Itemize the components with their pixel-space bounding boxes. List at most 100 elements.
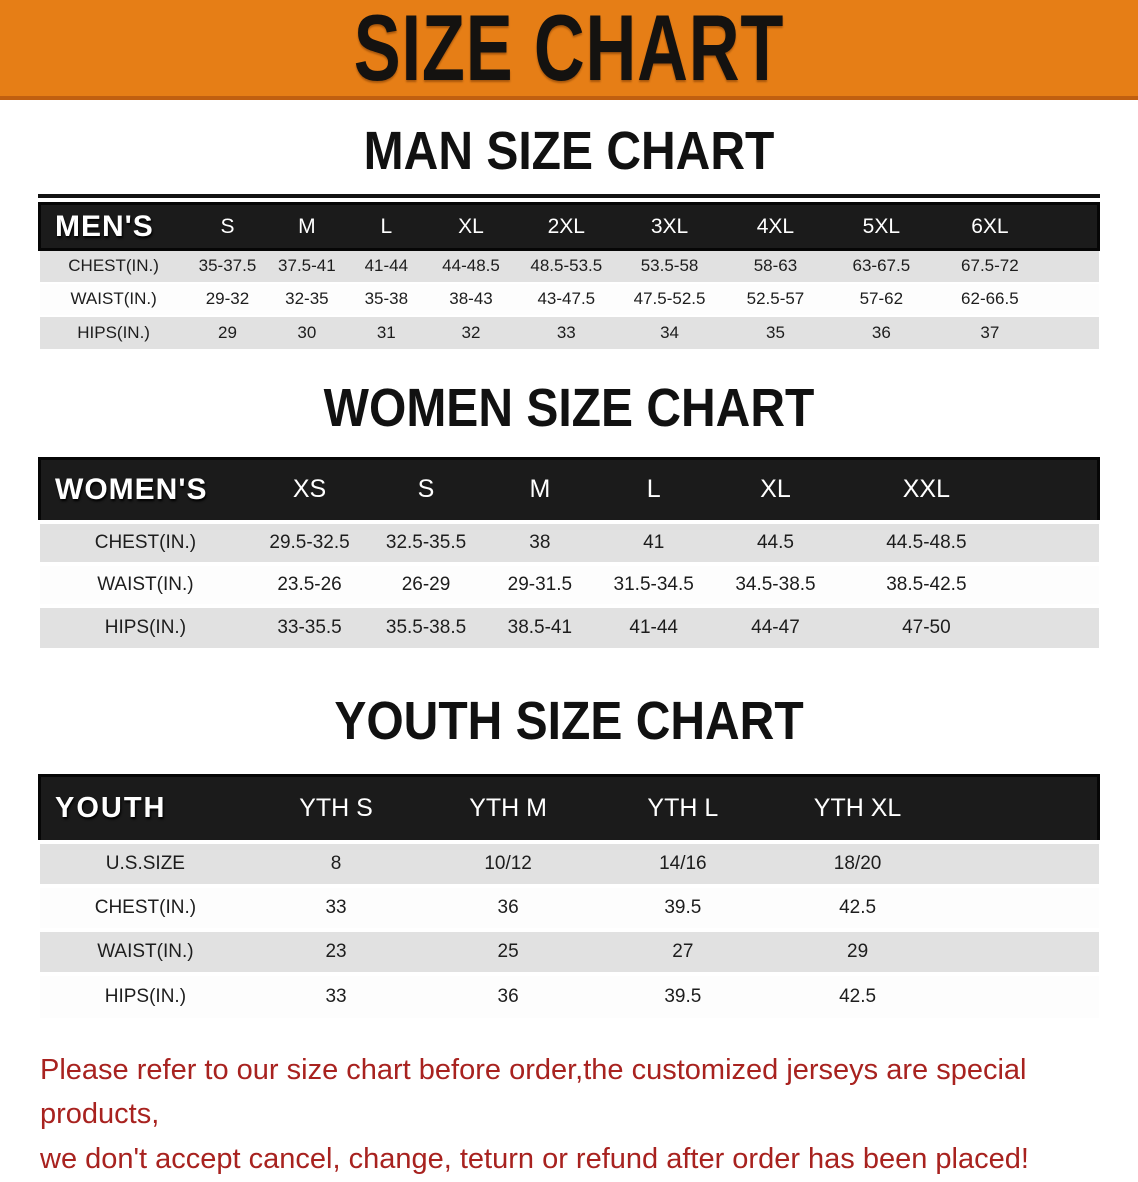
spacer-cell [1014, 522, 1099, 564]
table-group-label: MEN'S [40, 204, 188, 250]
measurement-row-label: CHEST(IN.) [40, 886, 252, 930]
men-table-top-rule [38, 194, 1100, 198]
man-section-heading: MAN SIZE CHART [0, 128, 1138, 176]
spacer-cell [1045, 250, 1098, 283]
size-column-header: XL [712, 458, 839, 522]
measurement-value: 32-35 [267, 283, 346, 316]
measurement-value: 44.5-48.5 [839, 522, 1014, 564]
size-column-header: 4XL [723, 204, 829, 250]
measurement-value: 29.5-32.5 [251, 522, 367, 564]
banner-title: SIZE CHART [354, 1, 784, 94]
order-disclaimer: Please refer to our size chart before or… [40, 1048, 1100, 1182]
size-column-header: M [267, 204, 346, 250]
size-column-header: 5XL [828, 204, 934, 250]
measurement-value: 38-43 [426, 283, 516, 316]
youth-heading-text: YOUTH SIZE CHART [334, 695, 803, 749]
spacer-cell [1045, 204, 1098, 250]
measurement-value: 33 [251, 974, 420, 1018]
size-column-header: XL [426, 204, 516, 250]
measurement-value: 34 [617, 316, 723, 349]
size-column-header: L [347, 204, 426, 250]
size-column-header: M [484, 458, 595, 522]
measurement-value: 63-67.5 [828, 250, 934, 283]
measurement-value: 36 [828, 316, 934, 349]
measurement-value: 23 [251, 930, 420, 974]
spacer-cell [1045, 316, 1098, 349]
measurement-value: 14/16 [595, 842, 770, 886]
spacer-cell [945, 974, 1099, 1018]
measurement-value: 57-62 [828, 283, 934, 316]
measurement-row-label: CHEST(IN.) [40, 522, 252, 564]
measurement-value: 32.5-35.5 [368, 522, 484, 564]
measurement-row-label: HIPS(IN.) [40, 316, 188, 349]
measurement-row-label: WAIST(IN.) [40, 283, 188, 316]
spacer-cell [945, 886, 1099, 930]
size-column-header: S [368, 458, 484, 522]
measurement-value: 35-37.5 [188, 250, 267, 283]
size-column-header: YTH S [251, 776, 420, 842]
disclaimer-line-1: Please refer to our size chart before or… [40, 1048, 1100, 1138]
measurement-value: 23.5-26 [251, 564, 367, 606]
measurement-value: 35-38 [347, 283, 426, 316]
measurement-value: 44.5 [712, 522, 839, 564]
measurement-value: 35 [723, 316, 829, 349]
measurement-row-label: HIPS(IN.) [40, 974, 252, 1018]
size-column-header: S [188, 204, 267, 250]
measurement-row-label: HIPS(IN.) [40, 606, 252, 648]
measurement-value: 38.5-42.5 [839, 564, 1014, 606]
size-column-header: XXL [839, 458, 1014, 522]
measurement-value: 39.5 [595, 974, 770, 1018]
measurement-value: 58-63 [723, 250, 829, 283]
spacer-cell [1014, 606, 1099, 648]
women-section-heading: WOMEN SIZE CHART [0, 385, 1138, 433]
measurement-value: 36 [421, 886, 596, 930]
measurement-value: 29-31.5 [484, 564, 595, 606]
spacer-cell [1014, 564, 1099, 606]
spacer-cell [945, 842, 1099, 886]
measurement-value: 39.5 [595, 886, 770, 930]
measurement-value: 31 [347, 316, 426, 349]
women-heading-text: WOMEN SIZE CHART [324, 382, 815, 436]
measurement-value: 18/20 [770, 842, 945, 886]
measurement-value: 30 [267, 316, 346, 349]
measurement-value: 36 [421, 974, 596, 1018]
size-column-header: 6XL [934, 204, 1045, 250]
measurement-value: 26-29 [368, 564, 484, 606]
measurement-value: 41-44 [595, 606, 711, 648]
measurement-value: 67.5-72 [934, 250, 1045, 283]
measurement-value: 35.5-38.5 [368, 606, 484, 648]
measurement-value: 53.5-58 [617, 250, 723, 283]
measurement-value: 33 [251, 886, 420, 930]
measurement-value: 32 [426, 316, 516, 349]
measurement-value: 41-44 [347, 250, 426, 283]
measurement-value: 43-47.5 [516, 283, 617, 316]
measurement-value: 29 [188, 316, 267, 349]
measurement-row-label: U.S.SIZE [40, 842, 252, 886]
measurement-value: 47-50 [839, 606, 1014, 648]
spacer-cell [1014, 458, 1099, 522]
size-column-header: 3XL [617, 204, 723, 250]
measurement-value: 44-48.5 [426, 250, 516, 283]
measurement-value: 62-66.5 [934, 283, 1045, 316]
spacer-cell [1045, 283, 1098, 316]
size-column-header: YTH XL [770, 776, 945, 842]
measurement-value: 52.5-57 [723, 283, 829, 316]
measurement-value: 47.5-52.5 [617, 283, 723, 316]
size-column-header: XS [251, 458, 367, 522]
